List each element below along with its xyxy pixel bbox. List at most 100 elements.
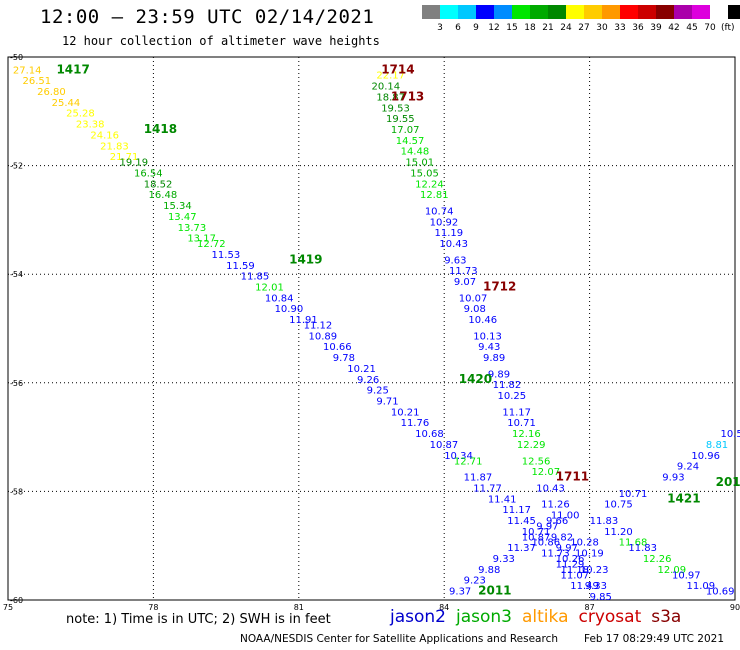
legend-label-14: 45 [686, 23, 698, 33]
legend-swatch-5 [512, 5, 530, 19]
swh-value: 9.97 [536, 521, 558, 532]
legend-label-7: 24 [560, 23, 572, 33]
swh-value: 11.85 [241, 272, 270, 283]
swh-value: 12.16 [512, 429, 541, 440]
swh-value: 25.28 [66, 109, 95, 120]
legend-label-12: 39 [650, 23, 662, 33]
swh-value: 10.90 [275, 304, 304, 315]
track-label-1421: 1421 [667, 491, 700, 505]
legend-label-4: 15 [506, 23, 518, 33]
swh-value: 12.09 [657, 565, 686, 576]
swh-value: 8.81 [706, 440, 728, 451]
swh-value: 12.24 [415, 179, 444, 190]
swh-value: 11.87 [464, 473, 493, 484]
color-legend-labels: 3 6 9 12 15 18 21 24 27 30 33 36 39 42 45 70 (ft) [422, 23, 740, 33]
satellite-altika: altika [522, 607, 569, 627]
swh-value: 10.21 [347, 364, 376, 375]
swh-value: 9.23 [464, 576, 486, 587]
swh-value: 25.44 [52, 98, 81, 109]
swh-value: 12.72 [197, 239, 226, 250]
lat-tick-label: -52 [10, 162, 23, 171]
legend-swatch-8 [566, 5, 584, 19]
swh-value: 9.25 [367, 386, 389, 397]
legend-swatch-11 [620, 5, 638, 19]
legend-swatch-4 [494, 5, 512, 19]
lat-tick-label: -60 [10, 596, 23, 605]
legend-label-11: 36 [632, 23, 644, 33]
lon-tick-label: 81 [294, 603, 304, 610]
swh-value: 24.16 [90, 130, 119, 141]
swh-value: 10.21 [391, 407, 420, 418]
legend-label-15: 70 [704, 23, 716, 33]
swh-value: 11.45 [507, 516, 536, 527]
legend-label-13: 42 [668, 23, 680, 33]
track-label-1713: 1713 [391, 89, 424, 103]
swh-value: 11.53 [212, 250, 241, 261]
swh-value: 9.08 [464, 304, 486, 315]
swh-value: 11.17 [502, 505, 531, 516]
lat-tick-label: -54 [10, 270, 23, 279]
swh-value: 10.23 [580, 565, 609, 576]
swh-value: 9.33 [585, 581, 607, 592]
swh-value: 11.73 [541, 549, 570, 560]
swh-value: 14.57 [396, 136, 425, 147]
swh-value: 10.28 [570, 538, 599, 549]
legend-swatch-13 [656, 5, 674, 19]
legend-swatch-7 [548, 5, 566, 19]
satellite-cryosat: cryosat [578, 607, 642, 627]
swh-value: 22.17 [376, 71, 405, 82]
color-legend-bar [422, 5, 740, 19]
swh-value: 20.14 [372, 82, 401, 93]
swh-value: 19.55 [386, 114, 415, 125]
swh-value: 12.29 [517, 440, 546, 451]
swh-value: 21.83 [100, 141, 129, 152]
satellite-legend: jason2 jason3 altika cryosat s3a [390, 607, 691, 627]
swh-value: 9.07 [454, 277, 476, 288]
swh-value: 9.24 [677, 462, 699, 473]
swh-value: 15.01 [405, 158, 434, 169]
swh-value: 10.89 [308, 331, 337, 342]
swh-value: 10.43 [536, 483, 565, 494]
swh-value: 19.19 [119, 158, 148, 169]
swh-value: 11.83 [590, 516, 619, 527]
data-points: 27.1426.5126.8025.4425.2823.3824.1621.83… [13, 65, 740, 603]
lon-tick-label: 78 [148, 603, 158, 610]
swh-value: 26.80 [37, 87, 66, 98]
swh-value: 9.43 [478, 342, 500, 353]
legend-swatch-16 [710, 5, 728, 19]
legend-swatch-1 [440, 5, 458, 19]
swh-value: 17.07 [391, 125, 420, 136]
swh-value: 9.89 [483, 353, 505, 364]
swh-value: 11.83 [628, 543, 657, 554]
track-labels: 1417 1418 1419 1420 1421 1711 1712 1713 1714 2011… [56, 62, 740, 597]
lon-tick-label: 87 [585, 603, 595, 610]
swh-value: 16.54 [134, 168, 163, 179]
swh-value: 9.71 [376, 397, 398, 408]
legend-label-1: 6 [455, 23, 461, 33]
swh-value: 11.19 [435, 228, 464, 239]
swh-value: 16.48 [149, 190, 178, 201]
swh-value: 26.51 [23, 76, 52, 87]
footer-note: note: 1) Time is in UTC; 2) SWH is in fe… [66, 612, 331, 627]
legend-swatch-0 [422, 5, 440, 19]
swh-value: 12.07 [531, 467, 560, 478]
page-subtitle: 12 hour collection of altimeter wave hei… [62, 34, 380, 48]
legend-label-3: 12 [488, 23, 500, 33]
swh-value: 10.71 [522, 527, 551, 538]
swh-value: 9.89 [488, 369, 510, 380]
legend-swatch-14 [674, 5, 692, 19]
footer-timestamp: Feb 17 08:29:49 UTC 2021 [584, 633, 724, 645]
swh-value: 11.49 [570, 581, 599, 592]
legend-swatch-12 [638, 5, 656, 19]
swh-value: 11.17 [502, 407, 531, 418]
swh-value: 9.97 [556, 543, 578, 554]
swh-value: 10.34 [444, 451, 473, 462]
swh-value: 10.87 [430, 440, 459, 451]
swh-value: 10.07 [459, 293, 488, 304]
swh-value: 23.38 [76, 120, 105, 131]
swh-value: 9.66 [546, 516, 568, 527]
track-label-1714: 1714 [381, 62, 414, 76]
swh-value: 10.92 [430, 217, 459, 228]
swh-value: 12.56 [522, 456, 551, 467]
